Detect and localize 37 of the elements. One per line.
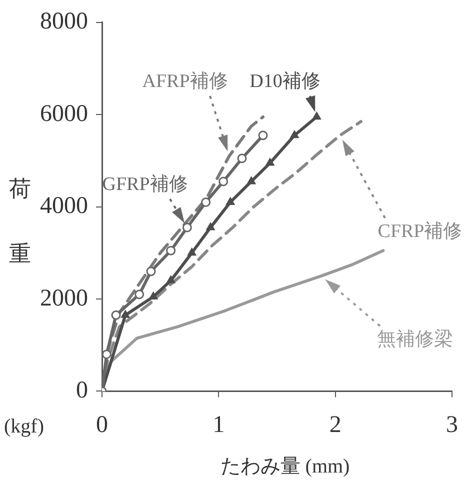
text: 無補修梁	[377, 328, 453, 350]
x-tick-label: 2	[329, 412, 342, 438]
series-label: D10補修	[250, 70, 320, 92]
text: CFRP補修	[378, 220, 462, 242]
y-tick-label: 4000	[40, 193, 88, 220]
point	[266, 158, 274, 166]
point	[201, 197, 211, 207]
x-tick-label: 1	[212, 412, 225, 438]
point	[166, 276, 176, 284]
y-tick-label: 8000	[40, 8, 88, 35]
y-tick-label: 2000	[40, 285, 88, 312]
point	[102, 350, 112, 360]
text: AFRP補修	[142, 70, 228, 92]
point	[312, 112, 321, 120]
x-axis-title: たわみ量 (mm)	[220, 455, 350, 478]
point	[182, 222, 192, 232]
point	[166, 246, 176, 256]
point	[290, 130, 299, 138]
x-tick-label: 0	[96, 412, 108, 438]
point	[226, 197, 235, 205]
x-tick-label: 3	[446, 412, 458, 438]
point	[206, 222, 215, 230]
point	[134, 290, 144, 300]
text: (kgf)	[4, 415, 44, 438]
series-label: GFRP補修	[102, 174, 188, 195]
text: 荷重	[9, 176, 31, 266]
point	[188, 248, 196, 256]
point	[258, 130, 268, 140]
point	[237, 154, 247, 164]
point	[121, 310, 130, 318]
point	[111, 310, 121, 320]
point	[149, 292, 158, 300]
y-tick-label: 6000	[40, 100, 88, 127]
point	[146, 266, 156, 276]
y-tick-label: 0	[76, 377, 88, 404]
point	[247, 176, 256, 184]
point	[218, 176, 228, 186]
